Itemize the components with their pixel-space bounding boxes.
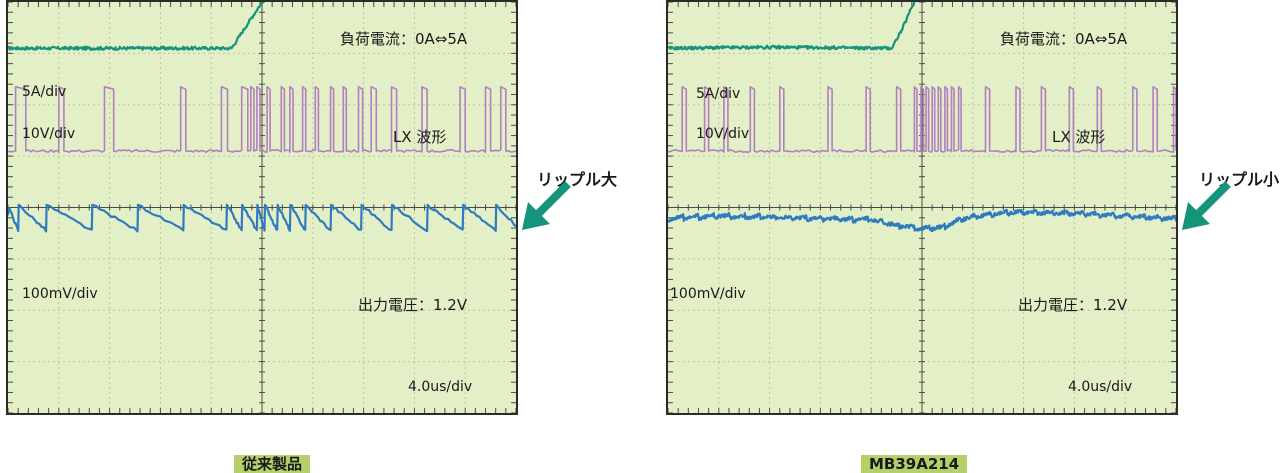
output-voltage-label: 出力電圧：1.2V	[1018, 296, 1128, 314]
load-current-label: 負荷電流：0A⇔5A	[1000, 30, 1128, 48]
channel-current-scale: 5A/div	[22, 84, 67, 100]
ripple-large-callout: リップル大	[537, 170, 618, 189]
arrow-down-left-icon	[522, 181, 571, 230]
caption-mb39a214: MB39A214	[861, 455, 968, 473]
channel-lx-scale: 10V/div	[696, 126, 750, 142]
channel-current-scale: 5A/div	[696, 86, 741, 102]
arrow-left-shape	[522, 181, 571, 230]
channel-voltage-scale: 100mV/div	[670, 286, 746, 302]
ripple-small-callout: リップル小	[1199, 170, 1280, 189]
waveform-lx	[668, 86, 1176, 154]
load-current-label: 負荷電流：0A⇔5A	[340, 30, 468, 48]
scope-panel-mb39a214: 負荷電流：0A⇔5A 5A/div 10V/div LX 波形 100mV/di…	[666, 0, 1178, 415]
lx-waveform-label: LX 波形	[393, 128, 447, 146]
grid-lines	[668, 2, 1176, 413]
channel-lx-scale: 10V/div	[22, 126, 76, 142]
caption-conventional: 従来製品	[234, 455, 311, 473]
arrow-right-shape	[1182, 181, 1231, 230]
grid-lines	[8, 2, 516, 413]
waveform-output-voltage	[668, 208, 1176, 232]
lx-waveform-label: LX 波形	[1052, 128, 1106, 146]
waveform-lx	[8, 86, 516, 153]
arrow-down-left-icon	[1182, 181, 1231, 230]
scope-grid-mb39a214	[668, 2, 1176, 413]
waveform-load-current	[8, 2, 265, 51]
scope-panel-conventional: 負荷電流：0A⇔5A 5A/div 10V/div LX 波形 100mV/di…	[6, 0, 518, 415]
waveform-output-voltage	[8, 203, 516, 233]
waveform-load-current	[668, 2, 916, 51]
scope-grid-conventional	[8, 2, 516, 413]
channel-voltage-scale: 100mV/div	[22, 286, 98, 302]
time-division-label: 4.0us/div	[408, 379, 473, 395]
time-division-label: 4.0us/div	[1068, 379, 1133, 395]
output-voltage-label: 出力電圧：1.2V	[358, 296, 468, 314]
